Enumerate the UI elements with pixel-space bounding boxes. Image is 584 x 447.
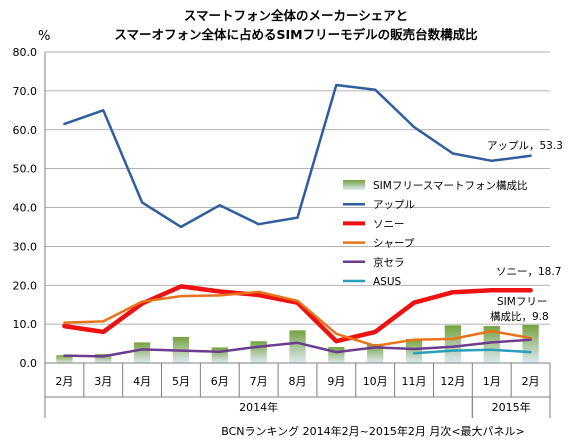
legend-label-simfree: SIMフリースマートフォン構成比: [373, 179, 527, 192]
legend-label-4: ASUS: [373, 276, 402, 288]
x-tick-label-0: 2月: [55, 375, 73, 388]
legend-label-0: アップル: [373, 199, 415, 211]
x-tick-label-12: 2月: [522, 375, 540, 388]
bar-simfree-7: [328, 347, 345, 363]
legend-swatch-simfree: [343, 180, 365, 190]
chart-footer-source: BCNランキング 2014年2月~2015年2月 月次<最大パネル>: [221, 424, 525, 438]
x-tick-label-3: 5月: [172, 375, 190, 388]
y-tick-label-4: 40.0: [13, 202, 38, 215]
x-tick-label-1: 3月: [94, 375, 112, 388]
chart-title-line-2: スマーオフォン全体に占めるSIMフリーモデルの販売台数構成比: [114, 27, 478, 42]
annotation-apple: アップル，53.3: [487, 140, 563, 152]
bar-simfree-11: [483, 326, 500, 363]
y-tick-label-8: 80.0: [13, 46, 38, 59]
bar-simfree-12: [522, 324, 539, 363]
x-tick-label-11: 1月: [483, 375, 501, 388]
year-label-1: 2015年: [492, 400, 531, 414]
bar-simfree-5: [250, 341, 267, 363]
legend-label-2: シャープ: [373, 238, 415, 250]
x-tick-label-7: 9月: [327, 375, 345, 388]
x-tick-label-9: 11月: [402, 375, 427, 388]
y-axis-unit: %: [38, 29, 50, 44]
bar-simfree-9: [405, 338, 423, 363]
bar-simfree-0: [56, 355, 73, 363]
x-tick-label-4: 6月: [211, 375, 229, 388]
legend-label-3: 京セラ: [373, 256, 405, 269]
x-tick-label-8: 10月: [363, 375, 388, 388]
series-line-0: [63, 83, 532, 229]
y-tick-label-0: 0.0: [20, 357, 38, 370]
bar-simfree-2: [133, 342, 151, 363]
axes: [44, 52, 550, 364]
y-tick-label-5: 50.0: [13, 163, 38, 176]
year-label-0: 2014年: [239, 400, 278, 414]
chart-title-line-1: スマートフォン全体のメーカーシェアと: [184, 8, 408, 23]
x-tick-label-2: 4月: [133, 375, 151, 388]
line-series: [62, 83, 533, 358]
x-tick-label-6: 8月: [289, 375, 307, 388]
y-tick-label-2: 20.0: [13, 279, 38, 292]
y-tick-label-3: 30.0: [13, 240, 38, 253]
y-axis-ticks: 0.0 10.0 20.0 30.0 40.0 50.0 60.0 70.0 80.0: [13, 46, 38, 370]
y-tick-label-6: 60.0: [13, 124, 38, 137]
x-tick-label-5: 7月: [250, 375, 268, 388]
x-axis-ticks: 2月 3月 4月 5月 6月 7月 8月 9月 10月 11月 12月 1月 2月 2014年 2015年: [44, 363, 551, 418]
annotation-sony: ソニー，18.7: [496, 266, 561, 278]
series-line-4: [412, 348, 532, 355]
series-line-1: [62, 284, 533, 344]
bar-simfree-6: [289, 330, 306, 363]
legend-label-1: ソニー: [373, 218, 405, 230]
bar-simfree-10: [444, 325, 462, 363]
annotation-simfree-2: 構成比，9.8: [490, 310, 549, 323]
bar-simfree-1: [95, 354, 112, 363]
annotation-simfree-1: SIMフリー: [497, 296, 547, 308]
series-line-3: [63, 338, 532, 358]
series-line-2: [63, 290, 532, 348]
y-tick-label-1: 10.0: [13, 318, 38, 331]
x-tick-label-10: 12月: [440, 375, 465, 388]
y-tick-label-7: 70.0: [13, 85, 38, 98]
